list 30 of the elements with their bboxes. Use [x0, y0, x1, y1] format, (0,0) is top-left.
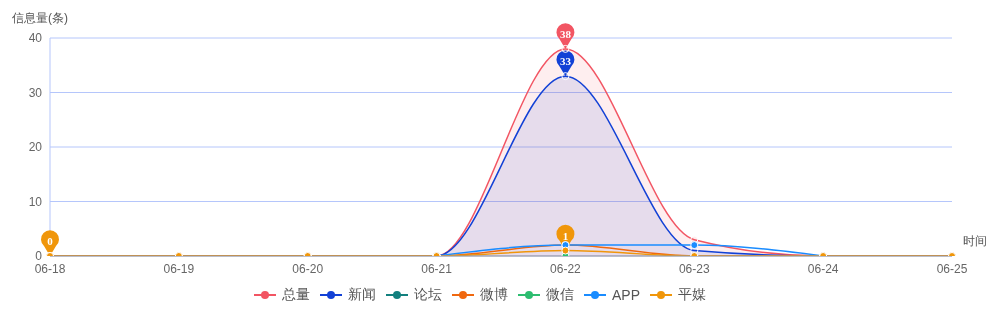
y-tick-label: 40: [28, 31, 43, 46]
x-tick-label: 06-25: [936, 261, 968, 276]
point: [561, 72, 570, 81]
y-axis-title: 信息量(条): [12, 10, 68, 27]
legend-label: 平媒: [677, 286, 706, 304]
annotation: 0: [47, 235, 54, 247]
x-axis-title: 时间: [963, 233, 987, 250]
y-tick-label: 30: [28, 85, 43, 100]
x-tick-label: 06-20: [292, 261, 324, 276]
point: [690, 241, 699, 250]
x-tick-label: 06-19: [163, 261, 195, 276]
annotation: 33: [559, 55, 572, 68]
point: [561, 246, 570, 255]
x-tick-label: 06-23: [678, 261, 710, 276]
y-tick-label: 10: [28, 194, 43, 209]
legend-label: APP: [611, 286, 640, 304]
annotation: 38: [559, 27, 572, 40]
legend-label: 微博: [479, 286, 508, 304]
x-tick-label: 06-18: [34, 261, 66, 276]
x-tick-label: 06-21: [421, 261, 453, 276]
annotation: 1: [562, 229, 569, 242]
y-tick-label: 0: [35, 249, 43, 264]
y-tick-label: 20: [28, 140, 43, 155]
x-tick-label: 06-22: [550, 261, 582, 276]
legend-label: 微信: [545, 286, 574, 304]
legend-label: 论坛: [413, 286, 442, 304]
point: [561, 44, 570, 53]
x-tick-label: 06-24: [807, 261, 839, 276]
legend-label: 总量: [281, 286, 310, 304]
legend-label: 新闻: [347, 286, 376, 304]
